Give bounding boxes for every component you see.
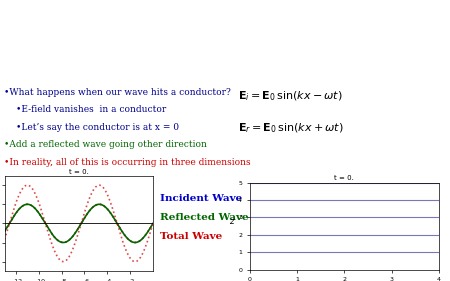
- Text: Reflection and Refraction: Reflection and Refraction: [115, 39, 335, 53]
- Text: •E-field vanishes  in a conductor: •E-field vanishes in a conductor: [16, 105, 166, 114]
- Title: t = 0.: t = 0.: [334, 175, 354, 181]
- Text: Reflected Wave: Reflected Wave: [160, 213, 248, 222]
- Text: •What happens when our wave hits a conductor?: •What happens when our wave hits a condu…: [4, 88, 231, 97]
- Text: •In reality, all of this is occurring in three dimensions: •In reality, all of this is occurring in…: [4, 158, 251, 167]
- Text: $\mathbf{E}_r = \mathbf{E}_0\,\sin\!\left(kx + \omega t\right)$: $\mathbf{E}_r = \mathbf{E}_0\,\sin\!\lef…: [238, 121, 344, 135]
- Text: •Add a reflected wave going other direction: •Add a reflected wave going other direct…: [4, 140, 207, 149]
- Text: Reflection: Reflection: [181, 65, 269, 80]
- Text: Optics: Optics: [193, 7, 257, 25]
- Text: $\mathbf{E}_i = \mathbf{E}_0\,\sin\!\left(kx - \omega t\right)$: $\mathbf{E}_i = \mathbf{E}_0\,\sin\!\lef…: [238, 90, 343, 103]
- Y-axis label: z: z: [229, 217, 234, 226]
- Text: Incident Wave: Incident Wave: [160, 194, 242, 203]
- Text: •Let’s say the conductor is at x = 0: •Let’s say the conductor is at x = 0: [16, 123, 179, 132]
- Title: t = 0.: t = 0.: [69, 169, 89, 175]
- Text: Total Wave: Total Wave: [160, 232, 222, 241]
